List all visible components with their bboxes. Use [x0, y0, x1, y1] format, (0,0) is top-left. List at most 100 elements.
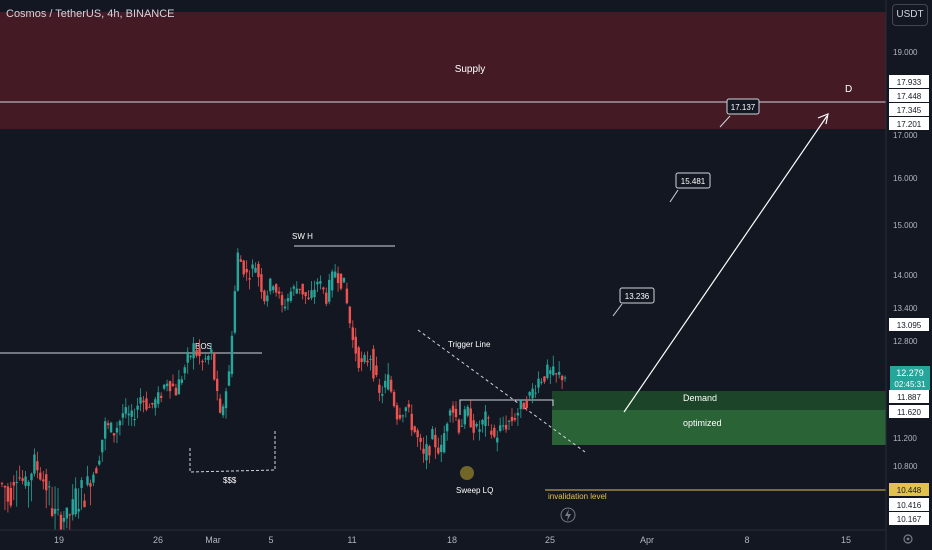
candle-body [490, 430, 493, 435]
symbol-title: Cosmos / TetherUS, 4h, BINANCE [6, 8, 175, 20]
candle-body [531, 388, 534, 399]
candle-body [157, 392, 160, 404]
lightning-icon[interactable] [560, 507, 576, 523]
candle-body [496, 437, 499, 443]
candle-body [336, 273, 340, 284]
candle-body [174, 387, 178, 396]
candle-body [501, 425, 505, 427]
candle-body [372, 348, 375, 379]
candle-body [248, 278, 251, 280]
candle-body [345, 288, 349, 304]
candle-body [504, 424, 508, 430]
candle-body [381, 394, 384, 396]
candle-body [354, 336, 357, 354]
settings-icon[interactable] [903, 534, 913, 544]
candle-body [451, 405, 455, 413]
candle-body [148, 406, 151, 408]
bos-label: BOS [195, 342, 212, 351]
y-tick-label-8: 10.800 [893, 462, 918, 471]
candle-body [295, 288, 298, 294]
candle-body [168, 381, 172, 392]
currency-selector[interactable]: USDT [892, 4, 928, 26]
candle-body [263, 290, 266, 302]
y-badge-label-2: 17.345 [897, 106, 922, 115]
x-tick-label-2: Mar [205, 535, 221, 545]
candle-body [221, 406, 225, 416]
y-badge-label-0: 17.933 [897, 78, 922, 87]
candle-body [322, 287, 325, 290]
candle-body [130, 410, 133, 417]
candle-body [348, 306, 352, 324]
current-price-value: 12.279 [896, 368, 924, 378]
candle-body [213, 352, 216, 380]
candle-body [440, 444, 443, 452]
candle-body [180, 379, 184, 383]
candle-body [53, 508, 57, 514]
candle-body [204, 358, 207, 360]
candle-body [65, 507, 69, 519]
candle-body [366, 360, 369, 363]
x-tick-label-6: 25 [545, 535, 555, 545]
candle-body [469, 408, 472, 428]
candle-body [136, 405, 139, 410]
candle-body [12, 482, 15, 486]
candle-body [142, 400, 145, 403]
candle-body [552, 366, 555, 375]
candle-body [289, 291, 293, 301]
candle-body [45, 474, 48, 491]
candle-body [183, 367, 186, 374]
candle-body [195, 350, 198, 356]
y-badge-bg-4 [889, 318, 929, 331]
candle-body [422, 448, 425, 454]
candle-body [304, 292, 307, 297]
candle-body [162, 384, 166, 389]
candle-body [186, 351, 189, 363]
x-tick-label-1: 26 [153, 535, 163, 545]
target-callout-1[interactable]: 17.137 [719, 98, 760, 128]
candle-body [522, 402, 525, 410]
candle-body [543, 376, 546, 382]
candle-body [77, 508, 80, 512]
candle-body [378, 384, 381, 393]
y-axis-badges: 17.933 17.448 17.345 17.201 13.095 11.887 11.6… [889, 75, 929, 525]
candle-body [274, 284, 278, 293]
candle-body [525, 400, 528, 409]
candle-body [316, 281, 319, 285]
y-badge-label-5: 11.887 [897, 393, 921, 402]
candle-body [425, 444, 428, 461]
candle-body [36, 461, 39, 471]
candle-body [507, 420, 511, 422]
candle-body [101, 439, 104, 453]
candle-body [481, 419, 484, 425]
candle-body [475, 423, 478, 427]
candle-body [98, 460, 101, 465]
candle-body [257, 263, 260, 278]
candle-body [386, 374, 390, 390]
y-badge-label-4: 13.095 [897, 321, 922, 330]
candle-body [410, 413, 413, 431]
y-tick-label-7: 11.200 [893, 434, 917, 443]
candle-body [369, 358, 372, 360]
candle-body [192, 343, 195, 359]
target-callout-2[interactable]: 15.481 [669, 172, 711, 203]
candle-body [109, 422, 113, 433]
current-price-badge: 12.279 02:45:31 [890, 366, 930, 390]
y-badge-bg-5 [889, 390, 929, 403]
candle-body [227, 371, 231, 386]
candle-body [493, 427, 496, 437]
candle-body [201, 360, 204, 363]
candle-body [272, 286, 275, 291]
candle-body [112, 433, 116, 436]
target-callout-3[interactable]: 13.236 [612, 287, 655, 317]
y-tick-label-0: 19.000 [893, 48, 918, 57]
y-tick-label-4: 14.000 [893, 271, 918, 280]
candle-body [106, 423, 110, 426]
y-badge-bg-0 [889, 75, 929, 88]
candle-body [56, 509, 60, 511]
candle-body [298, 288, 301, 290]
target-label-1: 17.137 [731, 103, 756, 112]
candle-body [448, 410, 452, 416]
candle-body [254, 267, 257, 273]
candle-body [21, 478, 24, 481]
